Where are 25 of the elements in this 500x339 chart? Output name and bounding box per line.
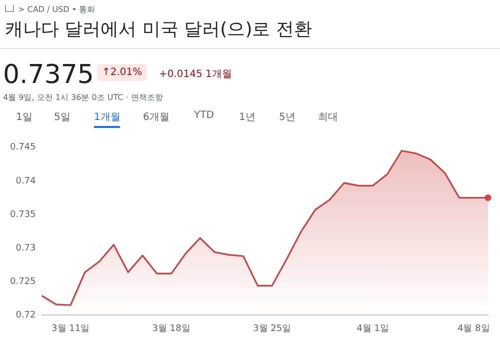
text: 5일 [54,111,70,124]
x-tick-label: 3월 25일 [253,324,292,334]
text: 0.7375 [3,60,94,90]
y-tick-label: 0.745 [10,142,36,153]
x-tick-label: 4월 8일 [457,324,490,334]
text: 6개월 [143,111,170,124]
y-tick-label: 0.73 [16,243,36,254]
text: +0.0145 1개월 [159,68,232,81]
text: 1개월 [94,110,120,128]
y-tick-label: 0.74 [16,176,36,186]
text: ↑2.01% [97,64,148,81]
text: 최대 [318,111,338,124]
text: 1년 [239,111,256,124]
x-tick-label: 3월 11일 [52,324,90,334]
text: > CAD / USD • 통화 [18,4,96,15]
y-tick-label: 0.725 [10,276,36,287]
x-tick-label: 4월 1일 [356,324,390,334]
y-tick-label: 0.735 [10,210,36,220]
text: 1일 [16,111,32,124]
text: 5년 [279,111,296,124]
y-tick-label: 0.72 [16,310,36,321]
x-tick-label: 3월 18일 [152,324,190,334]
chart-title: 캐나다 달러에서 미국 달러(으)로 전환 [5,18,312,41]
text: YTD [194,110,214,121]
text: 4월 9일, 오전 1시 36분 0조 UTC · 면책조항 [3,92,163,103]
